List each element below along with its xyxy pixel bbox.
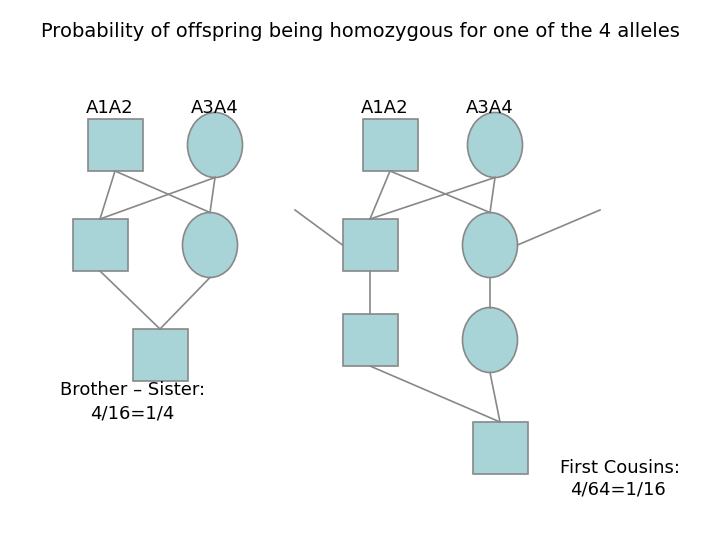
Ellipse shape (187, 112, 243, 178)
Text: Brother – Sister:: Brother – Sister: (60, 381, 205, 399)
Bar (73, 219, 127, 271)
Bar (343, 314, 397, 366)
Bar (132, 329, 187, 381)
Bar (343, 219, 397, 271)
Text: First Cousins:: First Cousins: (560, 459, 680, 477)
Ellipse shape (182, 213, 238, 278)
Text: 4/64=1/16: 4/64=1/16 (570, 481, 666, 499)
Bar (362, 119, 418, 171)
Ellipse shape (462, 307, 518, 373)
Text: A3A4: A3A4 (466, 99, 514, 117)
Text: A1A2: A1A2 (361, 99, 409, 117)
Text: Probability of offspring being homozygous for one of the 4 alleles: Probability of offspring being homozygou… (40, 22, 680, 41)
Text: 4/16=1/4: 4/16=1/4 (90, 404, 174, 422)
Text: A1A2: A1A2 (86, 99, 134, 117)
Ellipse shape (467, 112, 523, 178)
Ellipse shape (462, 213, 518, 278)
Text: A3A4: A3A4 (191, 99, 239, 117)
Bar (472, 422, 528, 474)
Bar (88, 119, 143, 171)
